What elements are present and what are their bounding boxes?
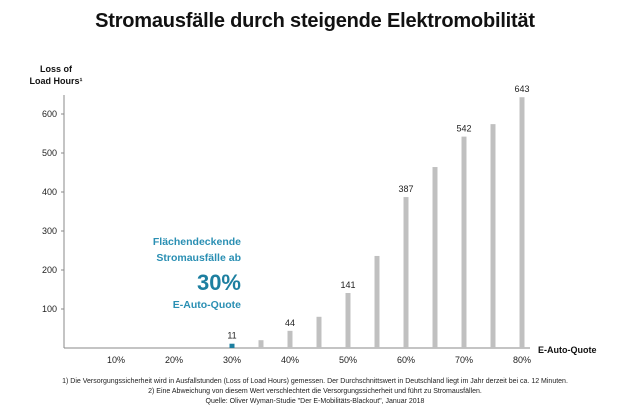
bar-value-label: 387 <box>398 184 413 194</box>
x-tick-label: 40% <box>281 355 299 365</box>
bar <box>229 343 235 348</box>
annotation-big: 30% <box>197 270 241 295</box>
y-tick-label: 400 <box>42 187 57 197</box>
bar <box>519 97 525 348</box>
x-axis-label: E-Auto-Quote <box>538 345 597 355</box>
bar <box>490 124 496 348</box>
footnote-1: 1) Die Versorgungssicherheit wird in Aus… <box>62 378 568 385</box>
annotation-line1: Flächendeckende <box>153 236 241 248</box>
bar-value-label: 44 <box>285 318 295 328</box>
y-tick-label: 100 <box>42 304 57 314</box>
annotation-line3: E-Auto-Quote <box>173 299 241 311</box>
bar <box>345 293 351 348</box>
bar-value-label: 141 <box>340 280 355 290</box>
y-axis-label-line1: Loss of <box>40 64 73 74</box>
bar-chart: Loss of Load Hours¹ 100 200 300 400 500 600 1… <box>30 64 597 365</box>
x-tick-label: 70% <box>455 355 473 365</box>
bar <box>432 167 438 348</box>
footnotes: 1) Die Versorgungssicherheit wird in Aus… <box>0 377 630 407</box>
bar <box>287 330 293 348</box>
bar <box>403 197 409 348</box>
x-tick-label: 30% <box>223 355 241 365</box>
chart-title: Stromausfälle durch steigende Elektromob… <box>95 10 535 32</box>
bar-value-label: 643 <box>514 84 529 94</box>
x-tick-label: 10% <box>107 355 125 365</box>
x-tick-label: 20% <box>165 355 183 365</box>
footnote-2: 2) Eine Abweichung von diesem Wert versc… <box>148 388 482 395</box>
y-tick-label: 500 <box>42 148 57 158</box>
bar-value-label: 11 <box>227 331 236 341</box>
annotation-line2: Stromausfälle ab <box>156 252 241 264</box>
x-tick-label: 80% <box>513 355 531 365</box>
annotation: Flächendeckende Stromausfälle ab 30% E-A… <box>153 236 241 311</box>
bar <box>374 255 380 348</box>
bar <box>461 136 467 348</box>
source-note: Quelle: Oliver Wyman-Studie "Der E-Mobil… <box>205 398 425 405</box>
y-tick-label: 200 <box>42 265 57 275</box>
bar <box>316 316 322 348</box>
bar <box>258 340 264 348</box>
y-tick-label: 300 <box>42 226 57 236</box>
bar-value-label: 542 <box>456 124 471 134</box>
x-tick-label: 60% <box>397 355 415 365</box>
x-tick-label: 50% <box>339 355 357 365</box>
y-tick-label: 600 <box>42 109 57 119</box>
y-axis-label-line2: Load Hours¹ <box>30 76 83 86</box>
